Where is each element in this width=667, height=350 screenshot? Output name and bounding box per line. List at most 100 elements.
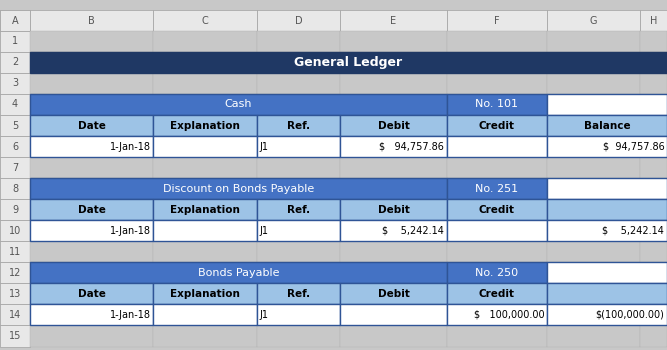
Bar [547, 31, 640, 52]
Bar [30, 73, 153, 94]
Text: General Ledger: General Ledger [294, 56, 403, 69]
Text: Credit: Credit [479, 120, 515, 131]
Bar [447, 262, 547, 284]
Text: D: D [295, 16, 302, 26]
Bar [447, 220, 547, 241]
Text: Ref.: Ref. [287, 289, 310, 299]
Bar [257, 220, 340, 241]
Bar [30, 262, 153, 284]
Bar [340, 115, 447, 136]
Bar [640, 262, 667, 284]
Bar [257, 178, 340, 199]
Bar [340, 31, 447, 52]
Text: $  94,757.86: $ 94,757.86 [602, 141, 664, 152]
Bar [547, 178, 667, 199]
Bar [30, 178, 153, 199]
Bar [153, 199, 257, 220]
Bar [547, 115, 667, 136]
Text: 14: 14 [9, 310, 21, 320]
Text: C: C [201, 16, 209, 26]
Text: A: A [12, 16, 18, 26]
Bar [0, 199, 30, 220]
Text: Balance: Balance [584, 120, 630, 131]
Bar [30, 284, 153, 304]
Text: 1-Jan-18: 1-Jan-18 [110, 226, 151, 236]
Bar [30, 157, 153, 178]
Bar [547, 284, 640, 304]
Bar [547, 52, 640, 73]
Bar [340, 199, 447, 220]
Bar [30, 241, 153, 262]
Bar [257, 136, 340, 157]
Text: Ref.: Ref. [287, 205, 310, 215]
Bar [30, 304, 153, 326]
Text: Date: Date [78, 120, 105, 131]
Bar [447, 326, 547, 346]
Bar [30, 220, 153, 241]
Text: No. 251: No. 251 [476, 184, 518, 194]
Bar [257, 199, 340, 220]
Bar [0, 10, 30, 31]
Text: Credit: Credit [479, 289, 515, 299]
Bar [153, 94, 257, 115]
Bar [547, 115, 640, 136]
Bar [340, 284, 447, 304]
Bar [30, 178, 447, 199]
Text: 1-Jan-18: 1-Jan-18 [110, 141, 151, 152]
Bar [153, 52, 257, 73]
Bar [30, 220, 153, 241]
Bar [0, 262, 30, 284]
Text: 8: 8 [12, 184, 18, 194]
Bar [340, 220, 447, 241]
Bar [0, 220, 30, 241]
Text: F: F [494, 16, 500, 26]
Text: Debit: Debit [378, 120, 410, 131]
Bar [447, 73, 547, 94]
Bar [153, 73, 257, 94]
Text: 15: 15 [9, 331, 21, 341]
Bar [640, 136, 667, 157]
Bar [640, 220, 667, 241]
Bar [257, 115, 340, 136]
Text: 1-Jan-18: 1-Jan-18 [110, 310, 151, 320]
Bar [257, 52, 340, 73]
Bar [257, 157, 340, 178]
Bar [257, 326, 340, 346]
Bar [547, 262, 640, 284]
Bar [340, 199, 447, 220]
Bar [640, 115, 667, 136]
Bar [447, 284, 547, 304]
Bar [257, 220, 340, 241]
Bar [547, 220, 667, 241]
Bar [547, 94, 667, 115]
Bar [0, 31, 30, 52]
Bar [30, 284, 153, 304]
Bar [547, 220, 640, 241]
Bar [640, 52, 667, 73]
Text: 10: 10 [9, 226, 21, 236]
Bar [0, 10, 30, 31]
Text: 6: 6 [12, 141, 18, 152]
Bar [0, 94, 30, 115]
Text: $(100,000.00): $(100,000.00) [596, 310, 664, 320]
Bar [547, 73, 640, 94]
Text: Debit: Debit [378, 289, 410, 299]
Bar [257, 73, 340, 94]
Bar [447, 262, 547, 284]
Text: 13: 13 [9, 289, 21, 299]
Text: Explanation: Explanation [170, 289, 240, 299]
Text: E: E [390, 16, 397, 26]
Bar [153, 284, 257, 304]
Text: Discount on Bonds Payable: Discount on Bonds Payable [163, 184, 314, 194]
Bar [340, 178, 447, 199]
Bar [257, 241, 340, 262]
Bar [30, 199, 153, 220]
Text: Date: Date [78, 289, 105, 299]
Text: B: B [88, 16, 95, 26]
Bar [447, 10, 547, 31]
Bar [153, 241, 257, 262]
Text: J1: J1 [259, 310, 268, 320]
Bar [153, 136, 257, 157]
Bar [640, 284, 667, 304]
Bar [547, 94, 640, 115]
